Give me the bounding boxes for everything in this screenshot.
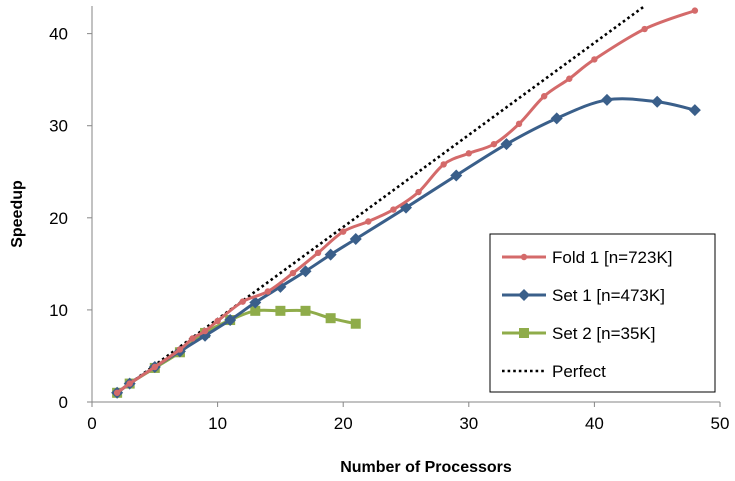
data-point bbox=[641, 25, 648, 33]
legend-box bbox=[489, 233, 716, 393]
legend-marker bbox=[518, 289, 530, 301]
legend-entry: Fold 1 [n=723K] bbox=[502, 248, 673, 267]
y-tick-label: 30 bbox=[49, 117, 68, 136]
data-point bbox=[151, 363, 158, 371]
data-point bbox=[550, 112, 563, 125]
y-tick-label: 20 bbox=[49, 209, 68, 228]
data-point bbox=[324, 248, 337, 261]
legend-marker bbox=[520, 253, 528, 261]
data-point bbox=[314, 249, 322, 257]
series-line-perfect bbox=[116, 4, 646, 394]
data-point bbox=[201, 327, 209, 335]
data-point bbox=[566, 75, 573, 82]
y-tick-label: 0 bbox=[59, 393, 68, 412]
legend-label: Fold 1 [n=723K] bbox=[552, 248, 673, 267]
x-tick-label: 20 bbox=[334, 414, 353, 433]
data-point bbox=[249, 296, 262, 309]
data-point bbox=[214, 317, 221, 325]
data-point bbox=[189, 335, 196, 342]
legend-entry: Perfect bbox=[502, 362, 606, 381]
x-tick-label: 10 bbox=[208, 414, 227, 433]
legend-marker bbox=[519, 328, 529, 338]
data-point bbox=[250, 305, 261, 316]
x-tick-label: 0 bbox=[87, 414, 96, 433]
data-point bbox=[239, 298, 246, 305]
legend-label: Set 1 [n=473K] bbox=[552, 286, 665, 305]
data-point bbox=[264, 288, 272, 295]
data-point bbox=[224, 314, 237, 327]
data-point bbox=[349, 232, 362, 245]
y-axis-title: Speedup bbox=[9, 180, 26, 248]
series-3 bbox=[116, 4, 646, 394]
data-point bbox=[275, 305, 286, 316]
series-2 bbox=[112, 305, 361, 398]
legend-entry: Set 2 [n=35K] bbox=[502, 324, 656, 343]
data-point bbox=[365, 218, 372, 225]
y-tick-label: 40 bbox=[49, 25, 68, 44]
data-point bbox=[415, 188, 422, 196]
data-point bbox=[300, 305, 311, 316]
data-point bbox=[465, 150, 472, 157]
data-point bbox=[450, 169, 463, 182]
legend-label: Perfect bbox=[552, 362, 606, 381]
y-tick-labels: 0 10 20 30 40 bbox=[49, 25, 68, 412]
data-point bbox=[691, 7, 699, 14]
data-point bbox=[651, 95, 664, 108]
data-point bbox=[390, 206, 397, 213]
data-point bbox=[600, 93, 613, 106]
data-point bbox=[500, 138, 513, 151]
data-point bbox=[340, 228, 347, 235]
legend-label: Set 2 [n=35K] bbox=[552, 324, 656, 343]
data-point bbox=[540, 93, 548, 100]
x-tick-label: 30 bbox=[459, 414, 478, 433]
data-point bbox=[325, 313, 336, 324]
data-point bbox=[113, 389, 121, 396]
data-point bbox=[591, 56, 598, 63]
plot-area bbox=[111, 4, 701, 399]
data-point bbox=[176, 346, 184, 353]
data-point bbox=[299, 265, 312, 278]
x-tick-label: 50 bbox=[711, 414, 730, 433]
legend-entry: Set 1 [n=473K] bbox=[502, 286, 665, 305]
axes bbox=[87, 6, 721, 407]
data-point bbox=[688, 104, 701, 117]
y-tick-label: 10 bbox=[49, 301, 68, 320]
data-point bbox=[440, 161, 447, 168]
x-axis-title: Number of Processors bbox=[340, 459, 512, 476]
series-0 bbox=[113, 7, 699, 396]
data-point bbox=[126, 380, 133, 387]
data-point bbox=[490, 140, 498, 148]
data-point bbox=[289, 269, 297, 277]
x-tick-labels: 0 10 20 30 40 50 bbox=[87, 414, 729, 433]
series-line bbox=[116, 308, 357, 395]
legend: Fold 1 [n=723K] Set 1 [n=473K] Set 2 [n=35… bbox=[489, 233, 716, 393]
data-point bbox=[515, 120, 523, 128]
x-tick-label: 40 bbox=[585, 414, 604, 433]
data-point bbox=[350, 318, 361, 329]
